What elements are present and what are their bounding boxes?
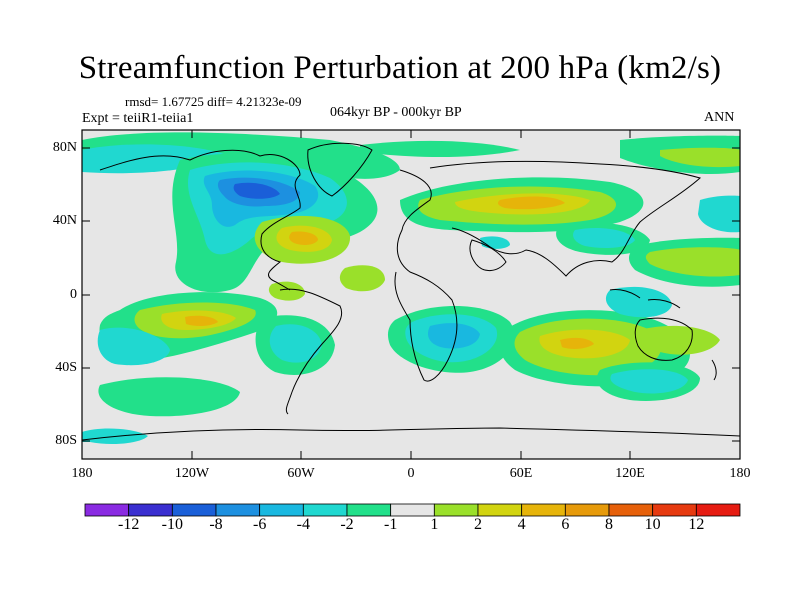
x-tick-180w: 180 bbox=[71, 466, 93, 481]
colorbar-label: -6 bbox=[252, 516, 267, 533]
colorbar-box-4 bbox=[259, 503, 304, 517]
colorbar-box-5 bbox=[302, 503, 348, 517]
tick-marks bbox=[82, 130, 740, 459]
y-tick-0: 0 bbox=[70, 287, 77, 302]
colorbar-box-9 bbox=[477, 503, 523, 517]
y-tick-80s: 80S bbox=[55, 433, 77, 448]
colorbar-label: 2 bbox=[474, 516, 482, 533]
colorbar-label: 6 bbox=[561, 516, 570, 533]
x-tick-60w: 60W bbox=[287, 466, 315, 481]
period-label: 064kyr BP - 000kyr BP bbox=[330, 105, 462, 120]
colorbar-label: -1 bbox=[383, 516, 398, 533]
colorbar-box-11 bbox=[564, 503, 610, 517]
colorbar-box-0 bbox=[84, 503, 130, 517]
y-tick-40s: 40S bbox=[55, 360, 77, 375]
colorbar-label: 8 bbox=[605, 516, 613, 533]
colorbar-box-12 bbox=[608, 503, 654, 517]
colorbar-label: -8 bbox=[209, 516, 223, 533]
colorbar-label: 1 bbox=[430, 516, 439, 533]
stats-line: rmsd= 1.67725 diff= 4.21323e-09 bbox=[125, 94, 302, 109]
colorbar-box-14 bbox=[695, 503, 741, 517]
colorbar-box-7 bbox=[390, 503, 435, 517]
colorbar-label: -4 bbox=[296, 516, 310, 533]
y-tick-40n: 40N bbox=[52, 213, 77, 228]
colorbar-box-6 bbox=[346, 503, 392, 517]
x-tick-0: 0 bbox=[407, 466, 415, 481]
colorbar bbox=[84, 503, 741, 517]
y-tick-80n: 80N bbox=[52, 140, 77, 155]
colorbar-label: 10 bbox=[644, 516, 661, 533]
colorbar-label: -2 bbox=[340, 516, 354, 533]
experiment-label: Expt = teiiR1-teiia1 bbox=[82, 111, 194, 126]
colorbar-label: 12 bbox=[688, 516, 705, 533]
x-tick-180e: 180 bbox=[729, 466, 751, 481]
colorbar-label: -10 bbox=[161, 516, 183, 533]
season-label: ANN bbox=[704, 110, 735, 125]
colorbar-box-3 bbox=[215, 503, 261, 517]
colorbar-label: 4 bbox=[517, 516, 526, 533]
colorbar-box-2 bbox=[171, 503, 217, 517]
colorbar-box-1 bbox=[128, 503, 173, 517]
colorbar-box-8 bbox=[433, 503, 479, 517]
coastline-layer bbox=[82, 142, 740, 441]
colorbar-label: -12 bbox=[117, 516, 140, 533]
colorbar-box-13 bbox=[652, 503, 697, 517]
plot-title: Streamfunction Perturbation at 200 hPa (… bbox=[78, 50, 722, 86]
contour-fill-layer bbox=[82, 132, 740, 444]
x-tick-120w: 120W bbox=[174, 466, 210, 481]
colorbar-box-10 bbox=[521, 503, 566, 517]
x-tick-120e: 120E bbox=[615, 466, 645, 481]
x-tick-60e: 60E bbox=[509, 466, 533, 481]
